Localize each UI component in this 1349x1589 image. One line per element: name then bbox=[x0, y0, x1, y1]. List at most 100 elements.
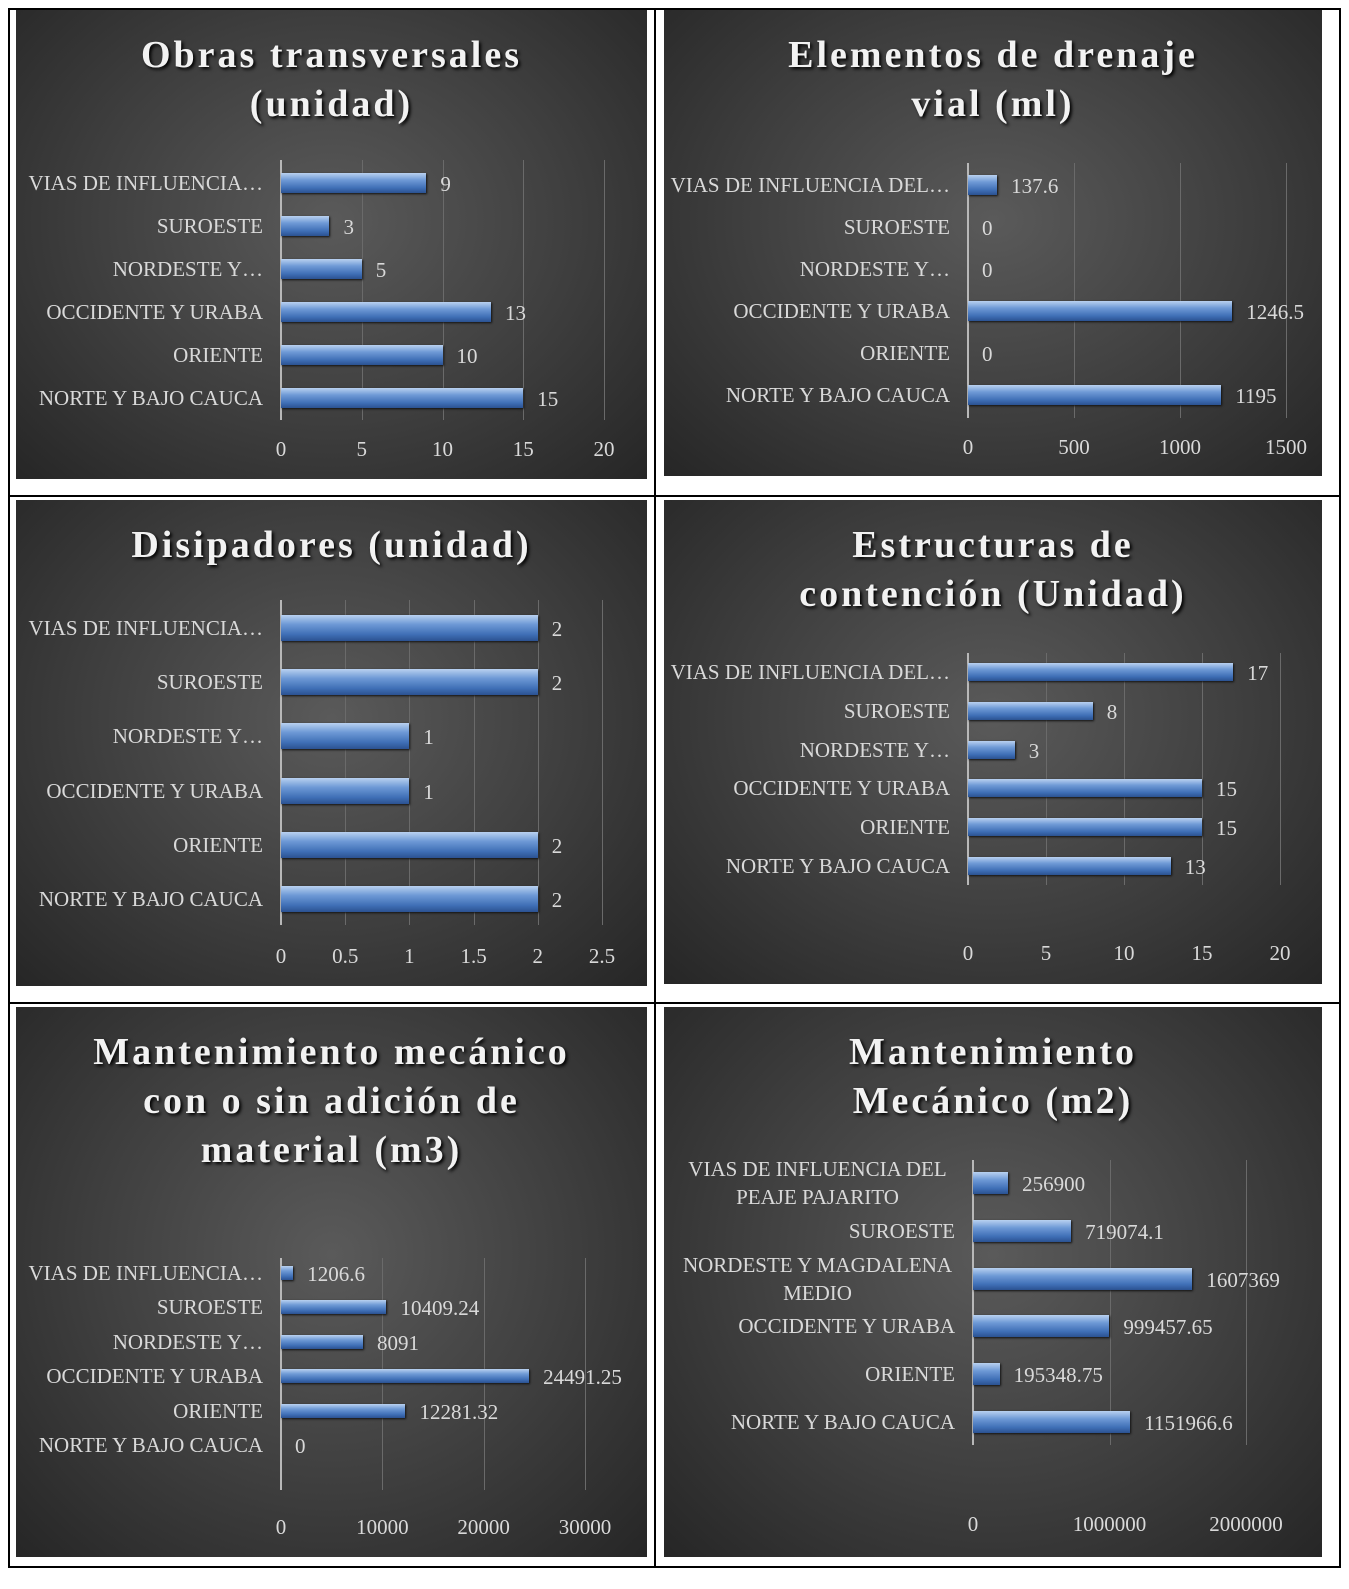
x-tick-label: 0.5 bbox=[332, 944, 359, 968]
category-text: SUROESTE bbox=[156, 1295, 263, 1320]
bar bbox=[973, 1411, 1131, 1433]
category-label: NORTE Y BAJO CAUCA bbox=[664, 852, 950, 880]
x-tick-label: 1.5 bbox=[460, 944, 487, 968]
category-label: SUROESTE bbox=[664, 697, 950, 725]
grid-line bbox=[602, 600, 603, 925]
x-tick-label: 0 bbox=[275, 437, 287, 461]
x-tick-label: 5 bbox=[356, 437, 368, 461]
x-tick-label: 15 bbox=[1191, 941, 1213, 965]
bar bbox=[281, 173, 427, 193]
table-border bbox=[1339, 8, 1341, 1568]
grid-line bbox=[585, 1258, 586, 1490]
grid-line bbox=[537, 600, 539, 925]
bar bbox=[281, 1300, 387, 1315]
category-label: ORIENTE bbox=[664, 813, 950, 841]
grid-line bbox=[442, 160, 444, 420]
data-label: 2 bbox=[551, 833, 563, 858]
grid-line bbox=[1046, 653, 1047, 885]
axis-line bbox=[967, 653, 969, 885]
category-label: SUROESTE bbox=[16, 1293, 263, 1321]
x-tick-label: 10 bbox=[432, 437, 453, 461]
x-tick-label: 20 bbox=[1269, 941, 1291, 965]
bar bbox=[968, 701, 1093, 720]
bar bbox=[973, 1219, 1072, 1242]
category-text: ORIENTE bbox=[173, 1398, 263, 1423]
grid-line bbox=[1074, 163, 1075, 418]
chart-panel: Obras transversales (unidad) 0 5 10 15 20 VIAS… bbox=[16, 10, 647, 479]
x-tick-label: 10 bbox=[1113, 941, 1135, 965]
data-label: 2 bbox=[551, 617, 563, 641]
data-label: 1607369 bbox=[1206, 1267, 1280, 1292]
x-tick-label: 0 bbox=[967, 1512, 979, 1536]
x-tick-label: 0 bbox=[275, 944, 287, 968]
category-text: NORTE Y BAJO CAUCA bbox=[725, 854, 950, 878]
category-label: VIAS DE INFLUENCIA… bbox=[16, 169, 264, 197]
bar bbox=[968, 818, 1202, 837]
data-label: 1 bbox=[423, 725, 434, 750]
data-label: 1 bbox=[423, 779, 434, 804]
x-tick-label: 2 bbox=[532, 944, 544, 968]
x-tick-label: 0 bbox=[962, 435, 974, 459]
category-label: OCCIDENTE Y URABA bbox=[664, 774, 950, 802]
category-label: ORIENTE bbox=[16, 341, 263, 369]
category-label: SUROESTE bbox=[664, 213, 950, 241]
x-tick-label: 1 bbox=[404, 944, 415, 968]
category-label: OCCIDENTE Y URABA bbox=[16, 1362, 263, 1390]
category-label: OCCIDENTE Y URABA bbox=[16, 777, 263, 805]
category-label: VIAS DE INFLUENCIA… bbox=[16, 1259, 264, 1287]
grid-line bbox=[523, 160, 525, 420]
bar bbox=[968, 175, 998, 195]
axis-line bbox=[280, 160, 282, 420]
category-text: VIAS DE INFLUENCIA DEL… bbox=[670, 660, 950, 684]
category-text: NORTE Y BAJO CAUCA bbox=[725, 383, 950, 407]
category-label: NORTE Y BAJO CAUCA bbox=[680, 1394, 955, 1450]
bar bbox=[281, 259, 362, 279]
category-label: SUROESTE bbox=[16, 212, 263, 240]
category-label: ORIENTE bbox=[680, 1346, 955, 1402]
table-border bbox=[8, 1566, 1341, 1568]
data-label: 10 bbox=[456, 344, 478, 368]
data-label: 3 bbox=[1028, 738, 1040, 763]
data-label: 1246.5 bbox=[1246, 300, 1304, 324]
x-tick-label: 2000000 bbox=[1209, 1512, 1283, 1536]
category-text: NORTE Y BAJO CAUCA bbox=[38, 386, 263, 410]
grid-line bbox=[604, 160, 605, 420]
category-label: NORDESTE Y… bbox=[16, 722, 263, 750]
category-text: ORIENTE bbox=[865, 1362, 955, 1387]
grid-line bbox=[1124, 653, 1125, 885]
grid-line bbox=[1109, 1160, 1111, 1445]
data-label: 2 bbox=[551, 888, 563, 912]
category-label: VIAS DE INFLUENCIA DEL PEAJE PAJARITO bbox=[680, 1155, 955, 1211]
bar bbox=[973, 1315, 1110, 1338]
bar bbox=[281, 831, 538, 858]
data-label: 15 bbox=[537, 387, 559, 411]
table-border bbox=[8, 495, 1341, 497]
axis-line bbox=[280, 600, 282, 925]
data-label: 999457.65 bbox=[1123, 1315, 1213, 1340]
category-label: NORTE Y BAJO CAUCA bbox=[16, 1431, 263, 1459]
category-label: ORIENTE bbox=[664, 339, 950, 367]
chart-panel: Estructuras de contención (Unidad) 0 5 10 15… bbox=[664, 500, 1322, 984]
grid-line bbox=[345, 600, 347, 925]
bar bbox=[281, 1266, 294, 1280]
category-text: OCCIDENTE Y URABA bbox=[46, 1364, 263, 1389]
bar bbox=[973, 1267, 1193, 1290]
bar bbox=[281, 723, 410, 750]
category-text: SUROESTE bbox=[843, 215, 950, 239]
category-text: NORDESTE Y… bbox=[799, 257, 950, 281]
category-label: NORDESTE Y… bbox=[16, 255, 263, 283]
data-label: 0 bbox=[295, 1434, 306, 1458]
data-label: 9 bbox=[440, 172, 451, 196]
data-label: 24491.25 bbox=[543, 1365, 622, 1390]
bar bbox=[968, 385, 1222, 405]
x-tick-label: 15 bbox=[512, 437, 534, 461]
category-text: SUROESTE bbox=[843, 698, 950, 723]
data-label: 15 bbox=[1216, 816, 1237, 841]
data-label: 137.6 bbox=[1011, 174, 1059, 198]
data-label: 17 bbox=[1247, 661, 1269, 685]
table-border bbox=[8, 1002, 1341, 1004]
category-label: ORIENTE bbox=[16, 831, 263, 859]
table-border bbox=[654, 8, 656, 1568]
category-text: ORIENTE bbox=[860, 341, 950, 365]
